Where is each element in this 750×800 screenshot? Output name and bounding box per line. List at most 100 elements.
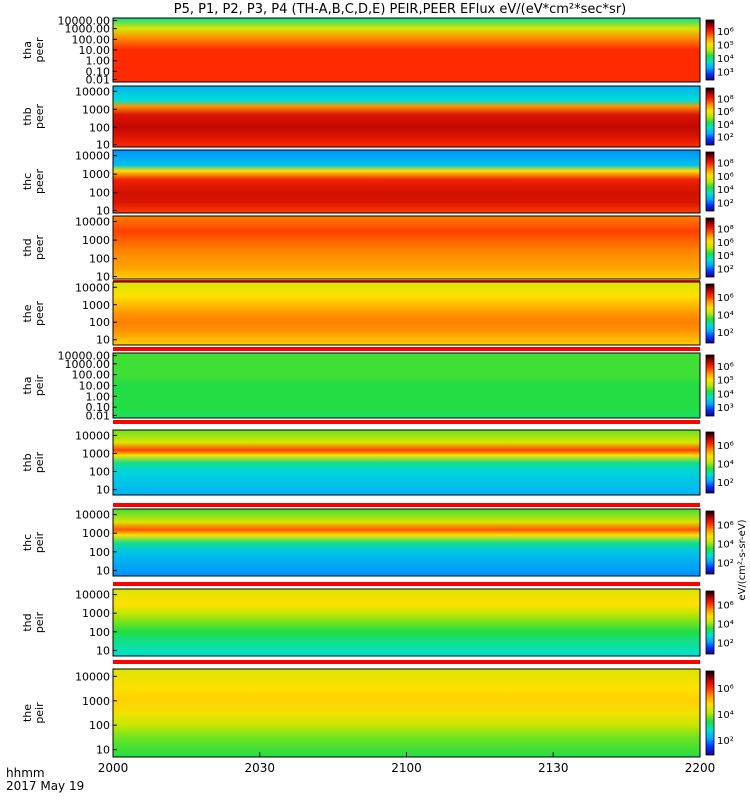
panel-species-label: peir	[33, 611, 46, 633]
spectrogram-image	[113, 509, 700, 576]
panel-species-label: peer	[33, 104, 46, 130]
figure-title: P5, P1, P2, P3, P4 (TH-A,B,C,D,E) PEIR,P…	[174, 2, 627, 17]
panel-frame	[112, 281, 701, 346]
colorbar-tick-label: 10⁶	[717, 27, 734, 38]
colorbar-tick-label: 10⁴	[717, 251, 734, 262]
panel-the-peir: 10000 1000 100 10 the peir 10⁶ 10⁴ 10²	[21, 668, 734, 758]
y-tick-label: 10000	[75, 670, 110, 683]
y-tick-label: 100	[89, 546, 110, 559]
panel-thd-peer: 10000 1000 100 10 thd peer 10⁸ 10⁶ 10⁴ 10²	[21, 215, 734, 284]
colorbar-tick-label: 10⁴	[717, 120, 734, 131]
spectrogram-image	[113, 282, 700, 345]
y-tick-label: 1000	[82, 447, 110, 460]
y-tick-label: 10	[96, 564, 110, 577]
panel-probe-label: the	[21, 304, 34, 322]
colorbar-tick-label: 10⁴	[717, 460, 734, 471]
spectrogram-panels: 10000.001000.00100.0010.001.000.100.01th…	[21, 15, 734, 758]
panel-thc-peer: 10000 1000 100 10 thc peer 10⁸ 10⁶ 10⁴ 10²	[21, 149, 734, 217]
spectrogram-image	[113, 216, 700, 279]
panel-probe-label: thd	[21, 613, 34, 631]
colorbar-unit-label: eV/(cm²-s-sr-eV)	[737, 519, 748, 600]
panel-the-peer: 10000 1000 100 10 the peer 10⁶ 10⁴ 10²	[21, 281, 734, 351]
panel-species-label: peir	[33, 451, 46, 473]
panel-probe-label: the	[21, 704, 34, 722]
colorbar-tick-label: 10⁶	[717, 293, 734, 304]
colorbar-tick-label: 10²	[717, 736, 734, 747]
y-tick-label: 10000	[75, 150, 110, 163]
spectrogram-image	[113, 18, 700, 82]
spectrogram-image	[113, 150, 700, 213]
panel-species-label: peir	[33, 531, 46, 553]
colorbar	[705, 151, 715, 212]
spectrogram-image	[113, 589, 700, 656]
colorbar	[705, 283, 715, 344]
colorbar-tick-label: 10²	[717, 639, 734, 650]
y-tick-label: 10	[96, 484, 110, 497]
quality-flag-bar	[113, 582, 700, 586]
y-tick-label: 1000.00	[65, 358, 111, 371]
y-tick-label: 1000	[82, 103, 110, 116]
panel-probe-label: tha	[21, 41, 34, 59]
colorbar	[705, 510, 715, 575]
y-tick-label: 1000.00	[65, 23, 111, 36]
y-tick-label: 0.01	[86, 73, 111, 86]
colorbar-tick-label: 10⁶	[717, 172, 734, 183]
colorbar-tick-label: 10⁶	[717, 684, 734, 695]
x-axis-label: hhmm	[6, 766, 45, 780]
panel-probe-label: thb	[21, 453, 34, 471]
colorbar-tick-label: 10⁴	[717, 620, 734, 631]
colorbar-tick-label: 10²	[717, 559, 734, 570]
spectrogram-image	[113, 353, 700, 418]
y-tick-label: 1000	[82, 607, 110, 620]
colorbar-tick-label: 10⁴	[717, 389, 734, 400]
panel-thd-peir: 10000 1000 100 10 thd peir 10⁶ 10⁴ 10²	[21, 588, 734, 664]
colorbar-tick-label: 10⁶	[717, 521, 734, 532]
spectrogram-image	[113, 669, 700, 757]
y-tick-label: 10000	[75, 429, 110, 442]
panel-frame	[112, 508, 701, 577]
y-tick-label: 100	[89, 253, 110, 266]
y-tick-label: 10.00	[79, 380, 111, 393]
y-tick-label: 10	[96, 270, 110, 283]
colorbar-tick-label: 10⁸	[717, 94, 734, 105]
x-tick-label: 2030	[244, 761, 275, 775]
y-tick-label: 1000	[82, 695, 110, 708]
y-tick-label: 1.00	[86, 390, 111, 403]
date-label: 2017 May 19	[6, 779, 84, 793]
y-tick-label: 1000	[82, 299, 110, 312]
quality-flag-bar	[113, 347, 700, 351]
y-tick-label: 10000.00	[58, 350, 111, 363]
y-tick-label: 1.00	[86, 55, 111, 68]
colorbar-tick-label: 10²	[717, 478, 734, 489]
colorbar	[705, 670, 715, 756]
panel-probe-label: thc	[21, 173, 34, 190]
y-tick-label: 10000	[75, 589, 110, 602]
y-tick-label: 1000	[82, 168, 110, 181]
y-tick-label: 10	[96, 139, 110, 152]
quality-flag-bar	[113, 503, 700, 507]
panel-thb-peir: 10000 1000 100 10 thb peir 10⁶ 10⁴ 10²	[21, 429, 734, 507]
panel-species-label: peer	[33, 235, 46, 261]
y-tick-label: 100	[89, 466, 110, 479]
y-tick-label: 10000.00	[58, 15, 111, 28]
colorbar-tick-label: 10⁶	[717, 362, 734, 373]
panel-frame	[112, 85, 701, 148]
panel-species-label: peir	[33, 702, 46, 724]
y-tick-label: 10000	[75, 216, 110, 229]
y-tick-label: 0.01	[86, 409, 111, 422]
y-tick-label: 100.00	[72, 369, 111, 382]
panel-thb-peer: 10000 1000 100 10 thb peer 10⁸ 10⁶ 10⁴ 10²	[21, 85, 734, 151]
colorbar-tick-label: 10⁵	[717, 376, 734, 387]
y-tick-label: 100	[89, 626, 110, 639]
quality-flag-bar	[113, 420, 700, 424]
y-tick-label: 10000	[75, 85, 110, 98]
colorbar-tick-label: 10⁸	[717, 225, 734, 236]
y-tick-label: 0.10	[86, 401, 111, 414]
y-tick-label: 10000	[75, 281, 110, 294]
panel-species-label: peer	[33, 301, 46, 327]
colorbar-tick-label: 10⁶	[717, 441, 734, 452]
colorbar-tick-label: 10⁸	[717, 159, 734, 170]
y-tick-label: 10	[96, 204, 110, 217]
panel-frame	[112, 429, 701, 496]
